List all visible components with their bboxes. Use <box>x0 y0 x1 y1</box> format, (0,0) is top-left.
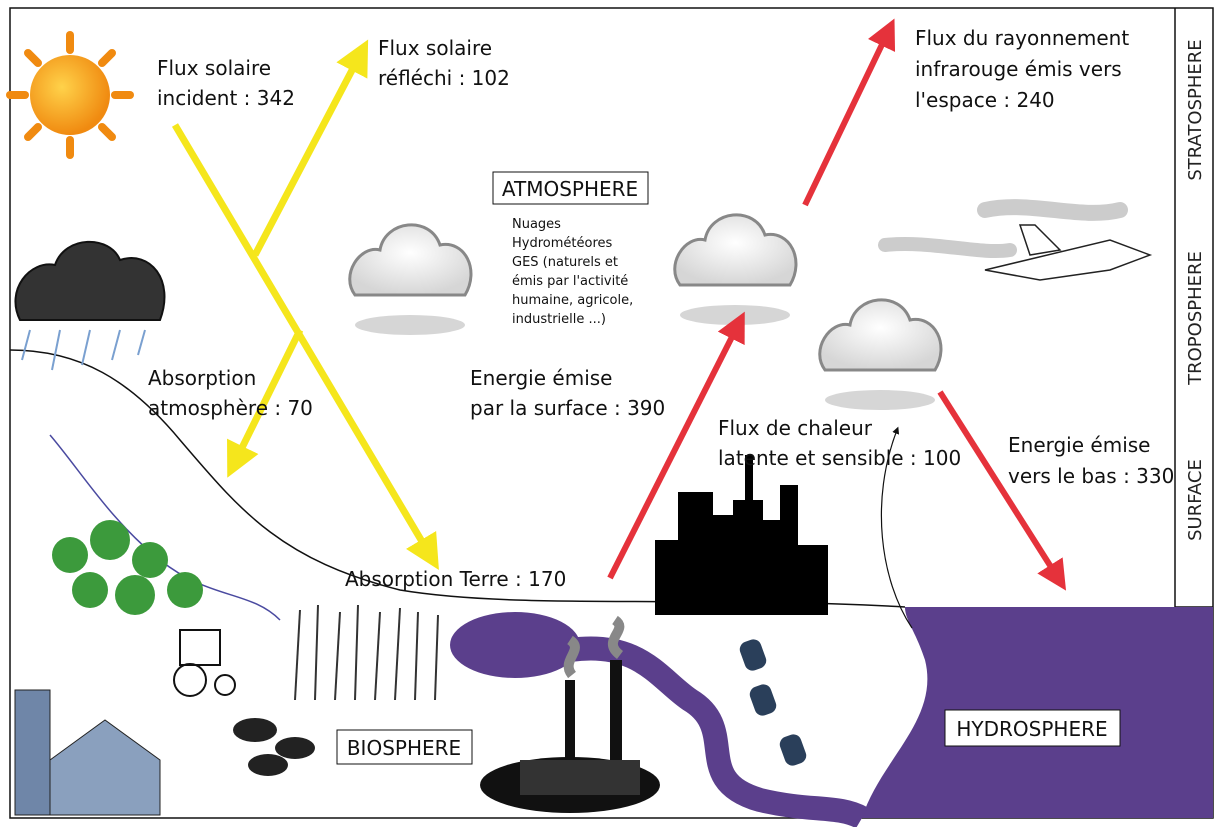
layer-label: SURFACE <box>1185 459 1206 541</box>
flux-label: Energie émise vers le bas : 330 <box>1008 433 1174 488</box>
storm-cloud <box>14 240 166 371</box>
cloud <box>348 223 473 335</box>
wheat <box>294 604 439 701</box>
cows <box>233 718 315 776</box>
airplane <box>984 224 1153 281</box>
city <box>655 455 828 615</box>
flux-label: Absorption Terre : 170 <box>345 567 566 591</box>
atmosphere-components: Nuages Hydrométéores GES (naturels et émis … <box>512 217 633 327</box>
tractor <box>173 629 236 697</box>
cloud <box>673 213 798 325</box>
reflected-arrow <box>251 39 369 257</box>
contrail <box>977 199 1128 221</box>
flux-label: Energie émise par la surface : 390 <box>470 366 665 420</box>
region-box <box>336 729 473 765</box>
flux-label: Absorption atmosphère : 70 <box>148 366 313 420</box>
heat-flux-arrow <box>880 426 913 629</box>
lake <box>450 612 580 678</box>
region-box <box>944 709 1121 747</box>
region-label: BIOSPHERE <box>347 736 461 760</box>
cloud <box>818 298 943 410</box>
region-box <box>492 171 649 205</box>
factory <box>480 615 660 813</box>
cars <box>739 639 807 766</box>
flux-label: Flux solaire incident : 342 <box>157 56 295 110</box>
incident-arrow <box>171 123 439 571</box>
barn <box>14 689 161 816</box>
frame <box>9 7 1214 819</box>
flux-label: Flux solaire réfléchi : 102 <box>378 36 510 90</box>
contrail <box>878 236 1017 259</box>
absorption-arrow <box>227 328 304 478</box>
layer-label: TROPOSPHERE <box>1185 251 1206 386</box>
flux-label: Flux de chaleur latente et sensible : 100 <box>718 416 961 470</box>
layer-label: STRATOSPHERE <box>1185 39 1206 180</box>
river <box>568 636 869 827</box>
space-emission-arrow <box>802 18 896 207</box>
flux-label: Flux du rayonnement infrarouge émis vers l… <box>915 26 1129 112</box>
orchard <box>52 520 203 615</box>
surface-emission-arrow <box>607 311 745 580</box>
region-label: HYDROSPHERE <box>956 717 1107 741</box>
region-label: ATMOSPHERE <box>502 177 638 201</box>
downward-emission-arrow <box>937 390 1067 591</box>
sun <box>6 31 134 159</box>
